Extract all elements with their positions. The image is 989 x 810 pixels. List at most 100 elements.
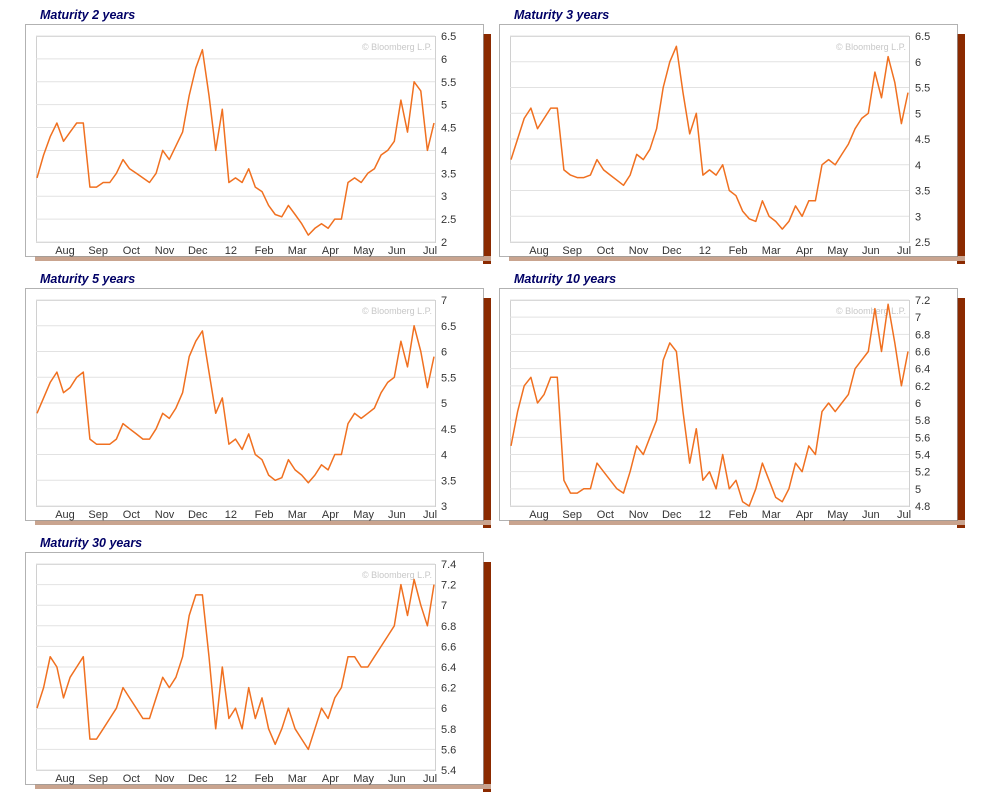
y-tick-label: 6 — [915, 398, 921, 410]
x-tick-label: Apr — [322, 245, 339, 257]
frame-shadow-right — [483, 562, 491, 792]
y-tick-label: 6.6 — [441, 641, 456, 653]
y-tick-label: 2.5 — [441, 214, 456, 226]
x-tick-label: Apr — [322, 773, 339, 785]
x-tick-label: Nov — [155, 245, 175, 257]
x-tick-label: Sep — [562, 245, 582, 257]
plot-area — [36, 36, 436, 243]
x-tick-label: Apr — [796, 509, 813, 521]
y-tick-label: 5.5 — [441, 77, 456, 89]
y-tick-label: 6 — [441, 703, 447, 715]
chart-panel-10y: 4.8 5 5.2 5.4 5.6 5.8 6 6.2 6.4 6.6 6.8 7 7.2 Aug Sep O… — [499, 266, 969, 528]
y-tick-label: 4.5 — [441, 123, 456, 135]
chart-title: Maturity 5 years — [40, 272, 136, 286]
y-tick-label: 4.8 — [915, 501, 930, 513]
series-line — [510, 45, 909, 230]
chart-panel-5y: 3 3.5 4 4.5 5 5.5 6 6.5 7 Aug Sep Oct Nov Dec 12 Feb Mar… — [25, 266, 495, 528]
y-tick-label: 4.5 — [441, 424, 456, 436]
x-tick-label: Oct — [123, 509, 140, 521]
x-tick-label: Aug — [529, 509, 549, 521]
x-tick-label: Aug — [55, 245, 75, 257]
y-tick-label: 7.4 — [441, 559, 456, 571]
y-tick-label: 6.8 — [441, 621, 456, 633]
y-tick-label: 7 — [441, 295, 447, 307]
x-tick-label: Jul — [423, 245, 437, 257]
chart-title: Maturity 10 years — [514, 272, 617, 286]
frame-shadow-right — [483, 34, 491, 264]
x-tick-label: Apr — [322, 509, 339, 521]
chart-panel-3y: 2.5 3 3.5 4 4.5 5 5.5 6 6.5 Aug Sep Oct Nov Dec 12 Feb M… — [499, 2, 969, 264]
chart-title: Maturity 2 years — [40, 8, 136, 22]
chart-panel-2y: 2 2.5 3 3.5 4 4.5 5 5.5 6 6.5 Aug Sep Oct Nov Dec 12 Feb… — [25, 2, 495, 264]
x-tick-label: 12 — [225, 245, 237, 257]
x-tick-label: Oct — [123, 245, 140, 257]
y-tick-label: 5.5 — [915, 83, 930, 95]
y-tick-label: 5.2 — [915, 467, 930, 479]
x-tick-label: Jul — [423, 509, 437, 521]
x-tick-label: May — [353, 509, 374, 521]
x-tick-label: Aug — [55, 773, 75, 785]
y-tick-label: 7.2 — [441, 580, 456, 592]
y-tick-label: 3 — [441, 191, 447, 203]
x-tick-label: Sep — [88, 773, 108, 785]
y-tick-label: 5.4 — [915, 450, 930, 462]
x-tick-label: 12 — [225, 509, 237, 521]
series-line — [510, 303, 909, 507]
y-tick-label: 2 — [441, 237, 447, 249]
y-tick-label: 3.5 — [915, 186, 930, 198]
watermark: © Bloomberg L.P. — [836, 42, 906, 52]
x-tick-label: Apr — [796, 245, 813, 257]
y-tick-label: 6.2 — [441, 683, 456, 695]
chart-panel-30y: 5.4 5.6 5.8 6 6.2 6.4 6.6 6.8 7 7.2 7.4 Aug Sep Oct No… — [25, 530, 495, 792]
frame-shadow-bottom — [35, 520, 491, 525]
x-tick-label: Aug — [529, 245, 549, 257]
x-tick-label: Oct — [123, 773, 140, 785]
y-tick-label: 3 — [441, 501, 447, 513]
x-tick-label: Feb — [255, 773, 274, 785]
y-tick-label: 5.5 — [441, 372, 456, 384]
frame-shadow-right — [957, 298, 965, 528]
y-tick-label: 6.6 — [915, 347, 930, 359]
x-tick-label: Sep — [88, 509, 108, 521]
x-tick-label: Jun — [388, 509, 406, 521]
x-tick-label: Jun — [388, 245, 406, 257]
y-tick-label: 6.5 — [441, 321, 456, 333]
y-tick-label: 3.5 — [441, 475, 456, 487]
x-tick-label: May — [827, 245, 848, 257]
chart-2y: 2 2.5 3 3.5 4 4.5 5 5.5 6 6.5 Aug Sep Oct Nov Dec 12 Feb… — [25, 24, 491, 264]
x-tick-label: Nov — [155, 773, 175, 785]
chart-title: Maturity 3 years — [514, 8, 610, 22]
x-tick-label: Dec — [662, 245, 682, 257]
x-tick-label: Feb — [255, 245, 274, 257]
x-tick-label: Oct — [597, 509, 614, 521]
y-tick-label: 6.5 — [441, 31, 456, 43]
y-tick-label: 4.5 — [915, 134, 930, 146]
y-tick-label: 6.8 — [915, 329, 930, 341]
y-tick-label: 6 — [441, 347, 447, 359]
y-tick-label: 6.4 — [915, 364, 930, 376]
y-tick-label: 2.5 — [915, 237, 930, 249]
x-tick-label: 12 — [225, 773, 237, 785]
x-tick-label: Dec — [188, 509, 208, 521]
x-tick-label: Jul — [423, 773, 437, 785]
y-tick-label: 6.5 — [915, 31, 930, 43]
frame-shadow-bottom — [35, 784, 491, 789]
y-tick-label: 4 — [441, 450, 447, 462]
x-tick-label: Mar — [288, 509, 307, 521]
chart-30y: 5.4 5.6 5.8 6 6.2 6.4 6.6 6.8 7 7.2 7.4 Aug Sep Oct No… — [25, 552, 491, 792]
series-line — [36, 325, 435, 484]
y-tick-label: 5.4 — [441, 765, 456, 777]
x-tick-label: Dec — [188, 773, 208, 785]
x-tick-label: May — [827, 509, 848, 521]
x-tick-label: Mar — [288, 245, 307, 257]
x-tick-label: 12 — [699, 509, 711, 521]
x-tick-label: Jul — [897, 509, 911, 521]
x-tick-label: Mar — [288, 773, 307, 785]
frame-shadow-bottom — [509, 520, 965, 525]
chart-5y: 3 3.5 4 4.5 5 5.5 6 6.5 7 Aug Sep Oct Nov Dec 12 Feb Mar… — [25, 288, 491, 528]
y-tick-label: 3.5 — [441, 168, 456, 180]
x-tick-label: Oct — [597, 245, 614, 257]
x-tick-label: May — [353, 773, 374, 785]
chart-3y: 2.5 3 3.5 4 4.5 5 5.5 6 6.5 Aug Sep Oct Nov Dec 12 Feb M… — [499, 24, 965, 264]
x-tick-label: Nov — [629, 509, 649, 521]
